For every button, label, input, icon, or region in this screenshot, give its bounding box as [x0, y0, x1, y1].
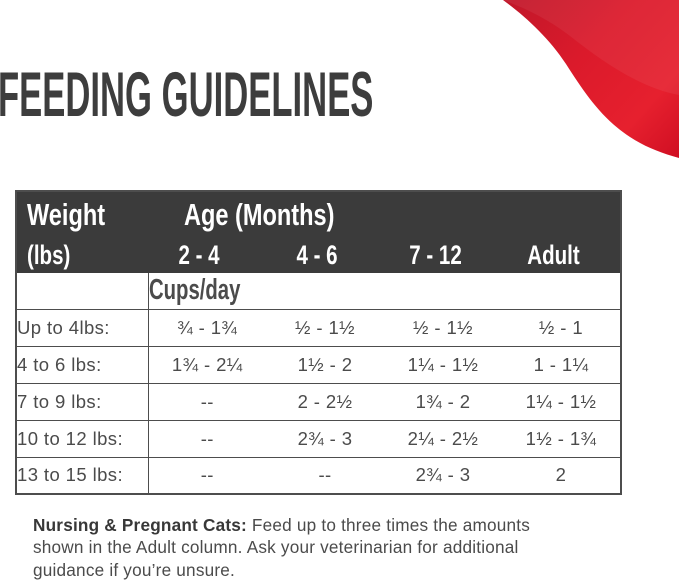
age-col-4-6-label: 4 - 6 — [296, 239, 339, 270]
weight-cell: 7 to 9 lbs: — [16, 383, 149, 421]
value-cell: ½ - 1½ — [384, 309, 502, 347]
nursing-note-label: Nursing & Pregnant Cats: — [33, 515, 247, 535]
age-col-7-12-header: 7 - 12 — [384, 237, 502, 273]
unit-row-empty-cell — [16, 273, 149, 310]
value-cell: ¾ - 1¾ — [148, 309, 266, 347]
table-row: 13 to 15 lbs: -- -- 2¾ - 3 2 — [16, 457, 622, 495]
value-cell: 2¾ - 3 — [384, 457, 502, 495]
cups-per-day-cell: Cups/day — [148, 273, 622, 310]
lbs-header-label: (lbs) — [27, 239, 71, 270]
value-cell: -- — [148, 420, 266, 458]
unit-row: Cups/day — [16, 273, 622, 310]
age-col-2-4-label: 2 - 4 — [178, 239, 221, 270]
age-col-adult-header: Adult — [502, 237, 622, 273]
nursing-note: Nursing & Pregnant Cats: Feed up to thre… — [33, 514, 633, 581]
value-cell: 1¾ - 2 — [384, 383, 502, 421]
value-cell: -- — [266, 457, 384, 495]
value-cell: -- — [148, 457, 266, 495]
table-header-row-2: (lbs) 2 - 4 4 - 6 7 - 12 Adult — [16, 237, 622, 273]
feeding-table: Weight Age (Months) (lbs) 2 - 4 4 - 6 7 … — [15, 190, 623, 495]
value-cell: ½ - 1 — [502, 309, 622, 347]
table-row: 7 to 9 lbs: -- 2 - 2½ 1¾ - 2 1¼ - 1½ — [16, 383, 622, 421]
weight-cell: 4 to 6 lbs: — [16, 346, 149, 384]
value-cell: 1½ - 1¾ — [502, 420, 622, 458]
age-col-adult-label: Adult — [527, 239, 580, 270]
age-col-7-12-label: 7 - 12 — [409, 239, 462, 270]
table-row: Up to 4lbs: ¾ - 1¾ ½ - 1½ ½ - 1½ ½ - 1 — [16, 309, 622, 347]
weight-cell: 13 to 15 lbs: — [16, 457, 149, 495]
value-cell: 2 — [502, 457, 622, 495]
weight-header-label: Weight — [27, 196, 106, 232]
table-row: 10 to 12 lbs: -- 2¾ - 3 2¼ - 2½ 1½ - 1¾ — [16, 420, 622, 458]
nursing-note-line-1: Nursing & Pregnant Cats: Feed up to thre… — [33, 514, 633, 536]
value-cell: 1½ - 2 — [266, 346, 384, 384]
weight-cell: 10 to 12 lbs: — [16, 420, 149, 458]
age-months-header: Age (Months) — [148, 191, 622, 237]
lbs-header: (lbs) — [16, 237, 148, 273]
nursing-note-line-1-text: Feed up to three times the amounts — [246, 515, 531, 535]
age-months-header-label: Age (Months) — [184, 196, 335, 232]
weight-header: Weight — [16, 191, 148, 237]
table-row: 4 to 6 lbs: 1¾ - 2¼ 1½ - 2 1¼ - 1½ 1 - 1… — [16, 346, 622, 384]
age-col-2-4-header: 2 - 4 — [148, 237, 266, 273]
value-cell: ½ - 1½ — [266, 309, 384, 347]
value-cell: 1¼ - 1½ — [502, 383, 622, 421]
value-cell: 2¼ - 2½ — [384, 420, 502, 458]
nursing-note-line-3: guidance if you’re unsure. — [33, 559, 236, 580]
value-cell: -- — [148, 383, 266, 421]
value-cell: 2¾ - 3 — [266, 420, 384, 458]
page-title: FEEDING GUIDELINES — [0, 60, 374, 130]
value-cell: 2 - 2½ — [266, 383, 384, 421]
value-cell: 1¼ - 1½ — [384, 346, 502, 384]
value-cell: 1 - 1¼ — [502, 346, 622, 384]
table-header-row-1: Weight Age (Months) — [16, 191, 622, 237]
age-col-4-6-header: 4 - 6 — [266, 237, 384, 273]
nursing-note-line-2: shown in the Adult column. Ask your vete… — [33, 537, 519, 558]
cups-per-day-label: Cups/day — [148, 274, 240, 307]
value-cell: 1¾ - 2¼ — [148, 346, 266, 384]
weight-cell: Up to 4lbs: — [16, 309, 149, 347]
